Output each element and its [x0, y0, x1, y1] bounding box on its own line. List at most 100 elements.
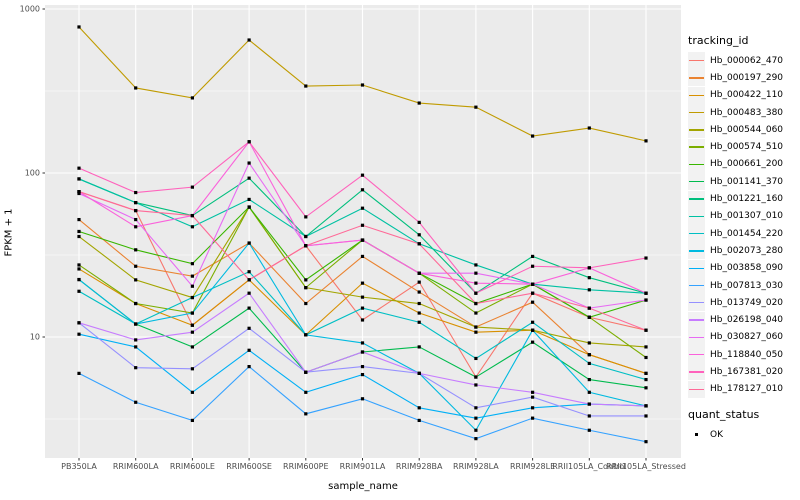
- data-point: [77, 229, 81, 234]
- legend-label: Hb_001141_370: [710, 176, 784, 187]
- legend-label: Hb_000422_110: [710, 90, 784, 101]
- legend-key-swatch: [688, 277, 705, 294]
- legend-key-swatch: [688, 121, 705, 139]
- data-point: [134, 338, 138, 342]
- data-point: [417, 301, 421, 306]
- data-point: [134, 248, 138, 252]
- legend-line-icon: [689, 319, 704, 321]
- data-point: [190, 295, 194, 300]
- data-point: [247, 278, 251, 282]
- data-point: [531, 254, 535, 259]
- data-point: [247, 161, 251, 165]
- data-point: [474, 375, 478, 379]
- x-tick-label: RRIM600LA: [113, 462, 159, 471]
- legend-line-icon: [689, 129, 704, 131]
- data-point: [531, 320, 535, 324]
- x-tick-label: RRIM600PE: [283, 462, 329, 471]
- data-point: [190, 96, 194, 100]
- legend-entries: Hb_000062_470 Hb_000197_290 Hb_000422_110 H…: [688, 52, 800, 398]
- data-point: [587, 306, 591, 310]
- data-point: [247, 348, 251, 352]
- data-point: [360, 223, 365, 227]
- data-point: [247, 38, 251, 42]
- data-point: [134, 322, 138, 326]
- data-point: [644, 298, 648, 302]
- data-point: [531, 282, 535, 286]
- data-point: [360, 238, 365, 242]
- data-point: [134, 208, 138, 213]
- legend-label: Hb_013749_020: [710, 297, 784, 308]
- data-point: [587, 266, 591, 270]
- x-tick-label: RRII105LA_Stressed: [606, 462, 686, 471]
- legend-label: Hb_000544_060: [710, 124, 784, 135]
- legend-entry: Hb_000574_510: [688, 138, 800, 156]
- y-axis-title: FPKM + 1: [3, 208, 15, 257]
- legend-label: Hb_167381_020: [710, 366, 784, 377]
- data-point: [360, 173, 365, 177]
- data-point: [417, 271, 421, 275]
- data-point: [417, 406, 421, 410]
- data-point: [247, 326, 251, 330]
- data-point: [474, 263, 478, 267]
- data-point: [531, 134, 535, 138]
- data-point: [644, 386, 648, 390]
- legend-quant-entry: OK: [688, 426, 800, 444]
- legend-label: Hb_000197_290: [710, 72, 784, 83]
- legend-line-icon: [689, 353, 704, 356]
- data-point: [587, 428, 591, 432]
- data-point: [304, 286, 308, 290]
- data-point: [644, 371, 648, 375]
- data-point: [134, 301, 138, 306]
- data-point: [474, 325, 478, 329]
- legend-line-icon: [689, 371, 704, 373]
- data-point: [77, 166, 81, 170]
- data-point: [417, 280, 421, 284]
- data-point: [360, 254, 365, 259]
- data-point: [247, 364, 251, 369]
- data-point: [247, 197, 251, 202]
- data-point: [247, 205, 251, 209]
- data-point: [77, 190, 81, 194]
- legend-entry: Hb_026198_040: [688, 311, 800, 329]
- legend-key-swatch: [688, 259, 705, 277]
- legend-key-swatch: [688, 69, 705, 87]
- data-point: [190, 311, 194, 315]
- data-point: [77, 217, 81, 222]
- data-point: [304, 244, 308, 248]
- data-point: [360, 372, 365, 377]
- legend-key-swatch: [688, 52, 705, 70]
- data-point: [531, 328, 535, 332]
- legend-key-swatch: [688, 190, 705, 208]
- legend-line-icon: [689, 94, 704, 96]
- legend-key-swatch: [688, 155, 705, 173]
- data-point: [474, 356, 478, 361]
- data-point: [134, 366, 138, 370]
- legend-line-icon: [689, 163, 704, 166]
- legend-title-quant-status: quant_status: [688, 407, 760, 421]
- legend-line-icon: [689, 267, 704, 269]
- data-point: [417, 220, 421, 224]
- legend-label: Hb_001221_160: [710, 194, 784, 205]
- legend-entry: Hb_001307_010: [688, 207, 800, 225]
- legend-key-swatch: [688, 242, 705, 260]
- data-point: [77, 277, 81, 282]
- legend-entry: Hb_167381_020: [688, 363, 800, 381]
- legend-entry: Hb_000544_060: [688, 121, 800, 139]
- data-point: [190, 284, 194, 288]
- legend-label: Hb_000483_380: [710, 107, 784, 118]
- legend-label: Hb_000062_470: [710, 55, 784, 66]
- data-point: [77, 332, 81, 336]
- legend-key-swatch: [688, 426, 705, 444]
- data-point: [474, 428, 478, 432]
- legend-label: Hb_001454_220: [710, 228, 784, 239]
- data-point: [304, 390, 308, 394]
- legend-label: Hb_000661_200: [710, 159, 784, 170]
- data-point: [304, 370, 308, 374]
- data-point: [587, 126, 591, 130]
- data-point: [474, 383, 478, 387]
- data-point: [587, 402, 591, 406]
- data-point: [644, 414, 648, 418]
- legend-key-swatch: [688, 173, 705, 191]
- data-point: [474, 291, 478, 295]
- data-point: [190, 323, 194, 327]
